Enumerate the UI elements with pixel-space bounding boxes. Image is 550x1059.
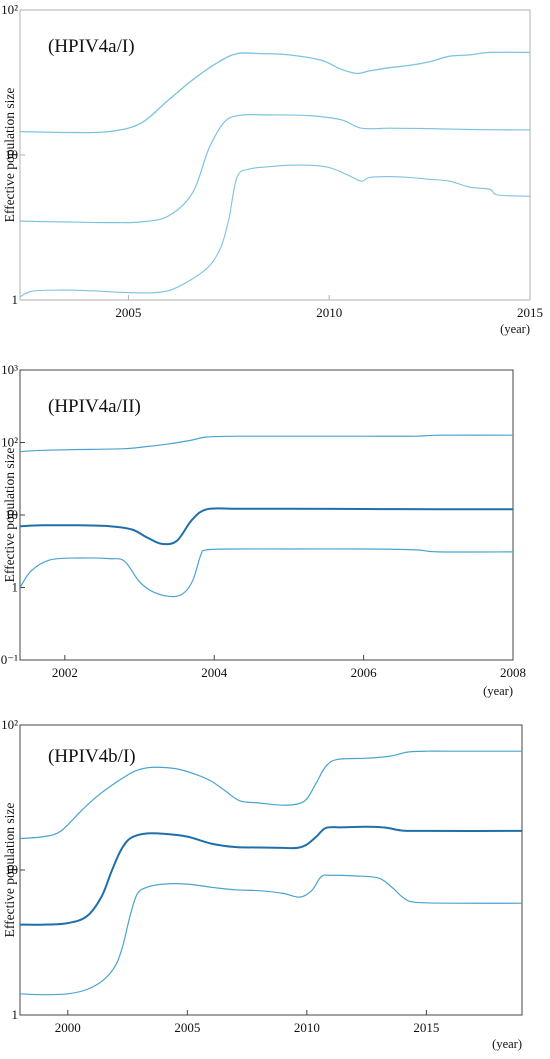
series-line-upper [20,51,530,134]
x-axis-unit: (year) [492,1037,522,1051]
series-line-median [20,507,513,546]
x-tick-label: 2005 [174,1020,200,1035]
x-axis-unit: (year) [483,684,513,698]
x-tick-label: 2010 [294,1020,320,1035]
y-axis-label: Effective population size [2,448,17,583]
x-tick-label: 2008 [500,665,526,680]
x-tick-label: 2004 [201,665,228,680]
y-tick-label: 10² [1,435,18,450]
series-line-lower [20,548,513,598]
chart-hpiv4a-i: 1 10 10² 2005 2010 2015 (year) Effective popula… [1,2,543,336]
chart-hpiv4b-i: 1 10 10² 2000 2005 2010 2015 (year) Effective po… [1,717,523,1051]
chart-panel-hpiv4a-i: 1 10 10² 2005 2010 2015 (year) Effective popula… [0,0,550,340]
series-line-median [20,114,530,224]
chart-hpiv4a-ii: 10⁻¹ 1 10 10² 10³ 2002 2004 2006 2008 (year) Effec… [0,362,526,698]
chart-panel-hpiv4a-ii: 10⁻¹ 1 10 10² 10³ 2002 2004 2006 2008 (year) Effec… [0,360,550,705]
y-tick-label: 1 [12,292,19,307]
y-tick-label: 10² [1,2,18,17]
x-tick-label: 2010 [316,305,342,320]
plot-frame [19,724,523,1016]
series-line-lower [20,874,522,996]
series-line-upper [20,434,513,453]
chart-panel-hpiv4b-i: 1 10 10² 2000 2005 2010 2015 (year) Effective po… [0,715,550,1055]
chart-title: (HPIV4b/I) [48,746,136,767]
y-tick-label: 10³ [1,362,18,377]
x-tick-label: 2000 [55,1020,81,1035]
x-axis-unit: (year) [500,322,530,336]
x-tick-label: 2006 [351,665,378,680]
chart-title: (HPIV4a/II) [48,396,141,417]
series-line-median [20,825,522,926]
y-tick-label: 10² [1,717,18,732]
y-tick-label: 10 [5,862,18,877]
x-tick-label: 2015 [517,305,543,320]
y-tick-label: 10 [5,147,18,162]
chart-title: (HPIV4a/I) [48,36,135,57]
x-tick-label: 2005 [115,305,141,320]
y-tick-label: 1 [12,580,19,595]
y-tick-label: 10 [5,507,18,522]
series-line-lower [20,164,530,298]
y-axis-label: Effective population size [2,803,17,938]
series-line-upper [20,750,522,840]
y-tick-label: 1 [12,1007,19,1022]
y-tick-label: 10⁻¹ [0,652,18,667]
x-tick-label: 2002 [52,665,78,680]
x-tick-label: 2015 [413,1020,439,1035]
y-axis-label: Effective population size [2,88,17,223]
